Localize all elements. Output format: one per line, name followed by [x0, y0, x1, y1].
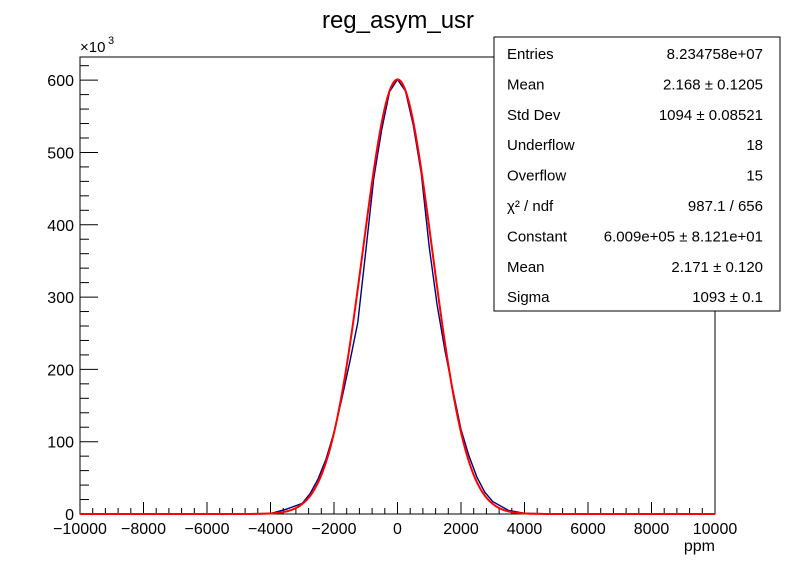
stats-box: Entries 8.234758e+07 Mean 2.168 ± 0.1205 Std…	[493, 36, 781, 312]
y-tick-label: 200	[47, 362, 74, 379]
x-tick-label: 0	[393, 521, 402, 538]
x-tick-label: 4000	[507, 521, 543, 538]
stats-value: 15	[746, 168, 763, 185]
stats-value: 1093 ± 0.1	[692, 289, 763, 306]
x-tick-label: −6000	[185, 521, 230, 538]
x-tick-label: 8000	[634, 521, 670, 538]
y-tick-label: 500	[47, 145, 74, 162]
stats-label: Entries	[507, 46, 554, 63]
stats-label: Std Dev	[507, 107, 561, 124]
y-axis-multiplier: ×10 3	[80, 35, 114, 56]
y-multiplier-label: ×10	[80, 39, 105, 56]
stats-label: Mean	[507, 76, 545, 93]
x-tick-label: 6000	[570, 521, 606, 538]
stats-value: 987.1 / 656	[688, 198, 763, 215]
stats-value: 18	[746, 137, 763, 154]
stats-value: 6.009e+05 ± 8.121e+01	[604, 228, 763, 245]
y-tick-label: 100	[47, 435, 74, 452]
stats-value: 1094 ± 0.08521	[659, 107, 763, 124]
stats-box-frame	[493, 36, 781, 312]
x-tick-label: −8000	[121, 521, 166, 538]
y-tick-label: 600	[47, 73, 74, 90]
stats-label: Overflow	[507, 168, 566, 185]
stats-label: χ² / ndf	[507, 198, 554, 215]
stats-value: 2.168 ± 0.1205	[663, 76, 763, 93]
y-tick-label: 400	[47, 218, 74, 235]
stats-label: Underflow	[507, 137, 575, 154]
chart-title: reg_asym_usr	[322, 7, 474, 34]
x-tick-labels: −10000 −8000 −6000 −4000 −2000 0 2000 4000 6000 8…	[53, 521, 737, 538]
stats-value: 8.234758e+07	[667, 46, 763, 63]
x-tick-label: −4000	[248, 521, 293, 538]
x-tick-label: −10000	[53, 521, 107, 538]
y-tick-label: 0	[65, 507, 74, 524]
y-multiplier-exponent: 3	[108, 35, 114, 47]
y-tick-labels: 0 100 200 300 400 500 600	[47, 73, 74, 524]
stats-label: Constant	[507, 228, 568, 245]
stats-value: 2.171 ± 0.120	[671, 259, 763, 276]
x-tick-label: 10000	[693, 521, 738, 538]
y-tick-label: 300	[47, 290, 74, 307]
x-axis-label: ppm	[684, 538, 715, 555]
x-tick-label: 2000	[443, 521, 479, 538]
x-tick-label: −2000	[312, 521, 357, 538]
stats-label: Mean	[507, 259, 545, 276]
stats-label: Sigma	[507, 289, 550, 306]
gaussian-fit-curve	[80, 78, 715, 515]
